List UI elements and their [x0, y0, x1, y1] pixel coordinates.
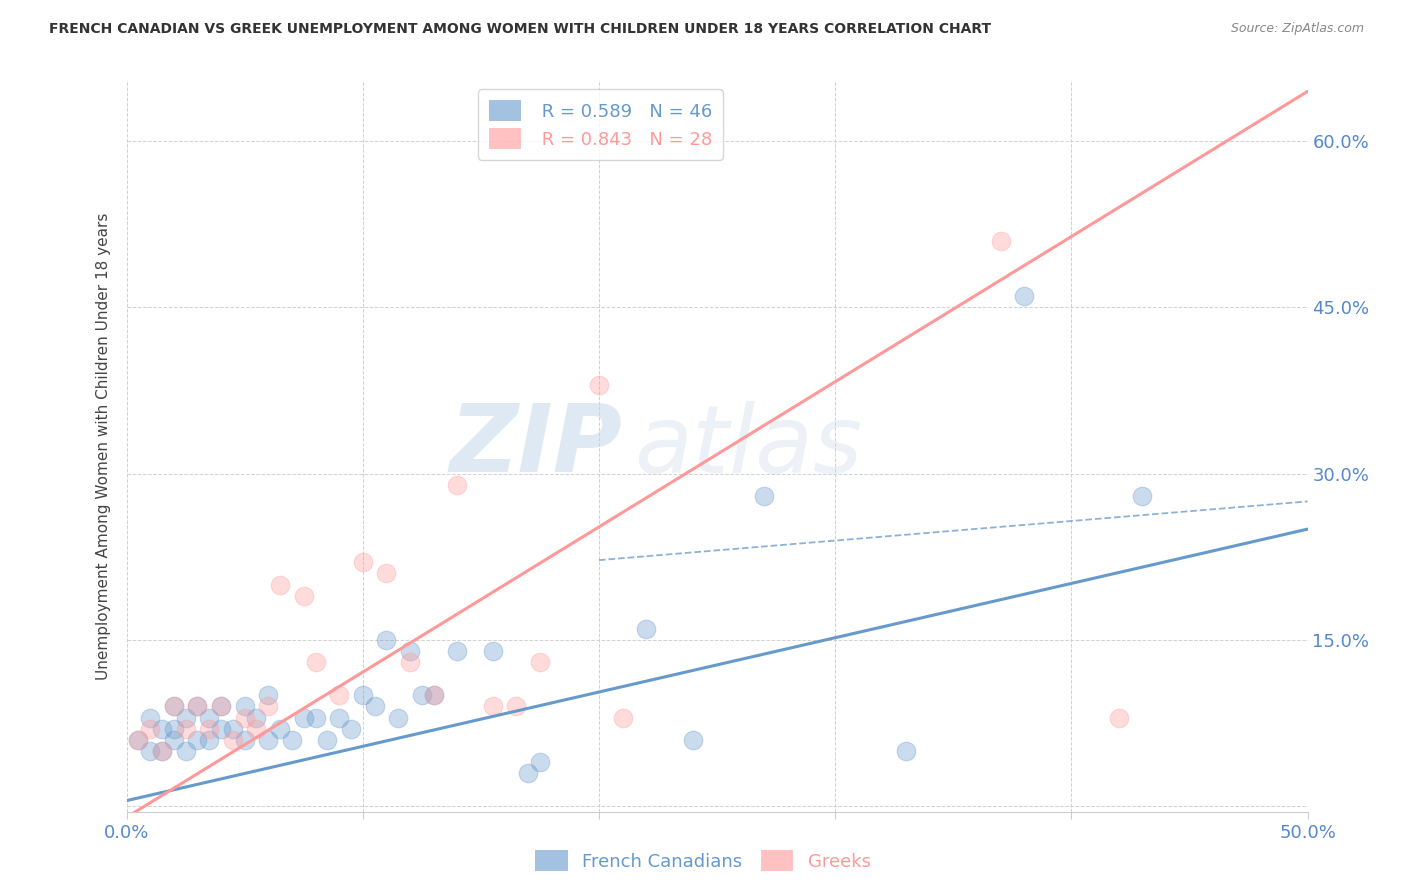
Point: [375, 632, 398, 647]
Point: [588, 378, 610, 392]
Point: [233, 699, 256, 714]
Point: [281, 732, 304, 747]
Point: [245, 710, 267, 724]
Point: [209, 699, 232, 714]
Point: [363, 699, 385, 714]
Point: [682, 732, 704, 747]
Point: [233, 732, 256, 747]
Point: [233, 710, 256, 724]
Point: [328, 710, 350, 724]
Point: [529, 755, 551, 769]
Point: [150, 744, 173, 758]
Point: [754, 489, 776, 503]
Point: [387, 710, 409, 724]
Point: [446, 644, 468, 658]
Point: [399, 644, 422, 658]
Point: [612, 710, 634, 724]
Point: [446, 477, 468, 491]
Text: ZIP: ZIP: [450, 400, 623, 492]
Point: [198, 710, 221, 724]
Point: [529, 655, 551, 669]
Point: [245, 722, 267, 736]
Point: [481, 699, 503, 714]
Point: [257, 699, 280, 714]
Point: [174, 722, 197, 736]
Point: [1108, 710, 1130, 724]
Point: [163, 722, 186, 736]
Point: [422, 689, 444, 703]
Point: [163, 732, 186, 747]
Point: [174, 744, 197, 758]
Point: [399, 655, 422, 669]
Point: [163, 699, 186, 714]
Text: atlas: atlas: [634, 401, 863, 491]
Point: [127, 732, 149, 747]
Point: [163, 699, 186, 714]
Point: [1012, 289, 1035, 303]
Point: [127, 732, 149, 747]
Point: [150, 722, 173, 736]
Point: [222, 732, 245, 747]
Point: [304, 655, 326, 669]
Point: [209, 699, 232, 714]
Point: [328, 689, 350, 703]
Point: [186, 699, 208, 714]
Point: [139, 710, 162, 724]
Point: [174, 710, 197, 724]
Text: FRENCH CANADIAN VS GREEK UNEMPLOYMENT AMONG WOMEN WITH CHILDREN UNDER 18 YEARS C: FRENCH CANADIAN VS GREEK UNEMPLOYMENT AM…: [49, 22, 991, 37]
Point: [209, 722, 232, 736]
Point: [340, 722, 363, 736]
Point: [422, 689, 444, 703]
Point: [411, 689, 433, 703]
Point: [316, 732, 339, 747]
Point: [257, 732, 280, 747]
Point: [292, 589, 315, 603]
Legend:  R = 0.589   N = 46,  R = 0.843   N = 28: R = 0.589 N = 46, R = 0.843 N = 28: [478, 89, 723, 160]
Point: [517, 766, 540, 780]
Point: [186, 732, 208, 747]
Point: [375, 566, 398, 581]
Point: [1130, 489, 1153, 503]
Point: [505, 699, 527, 714]
Point: [292, 710, 315, 724]
Point: [636, 622, 658, 636]
Point: [269, 577, 291, 591]
Point: [304, 710, 326, 724]
Point: [352, 689, 374, 703]
Point: [198, 732, 221, 747]
Point: [257, 689, 280, 703]
Point: [352, 555, 374, 569]
Text: Source: ZipAtlas.com: Source: ZipAtlas.com: [1230, 22, 1364, 36]
Point: [186, 699, 208, 714]
Point: [990, 234, 1012, 248]
Point: [481, 644, 503, 658]
Y-axis label: Unemployment Among Women with Children Under 18 years: Unemployment Among Women with Children U…: [96, 212, 111, 680]
Legend: French Canadians, Greeks: French Canadians, Greeks: [529, 843, 877, 879]
Point: [139, 722, 162, 736]
Point: [150, 744, 173, 758]
Point: [198, 722, 221, 736]
Point: [894, 744, 917, 758]
Point: [269, 722, 291, 736]
Point: [139, 744, 162, 758]
Point: [222, 722, 245, 736]
